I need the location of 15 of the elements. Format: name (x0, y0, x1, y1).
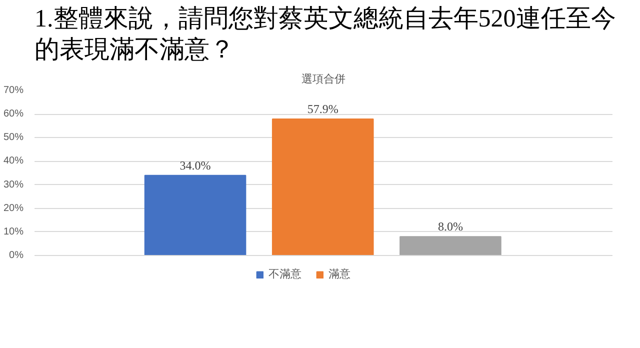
y-tick-label: 70% (3, 85, 24, 96)
data-label: 57.9% (307, 102, 338, 116)
y-tick-label: 0% (9, 250, 24, 261)
legend-label: 不滿意 (268, 268, 302, 282)
y-tick-label: 40% (3, 156, 24, 167)
y-tick-label: 50% (3, 132, 24, 144)
data-label: 8.0% (438, 220, 463, 234)
legend-label: 滿意 (328, 268, 350, 282)
y-tick-label: 10% (3, 226, 24, 238)
y-tick-label: 60% (3, 108, 24, 120)
chart-title: 1.整體來說，請問您對蔡英文總統自去年520連任至今的表現滿不滿意？ (34, 5, 616, 64)
data-label: 34.0% (180, 158, 211, 172)
y-tick-label: 20% (3, 202, 24, 214)
chart-subtitle: 選項合併 (302, 72, 346, 86)
y-tick-label: 30% (3, 179, 24, 190)
